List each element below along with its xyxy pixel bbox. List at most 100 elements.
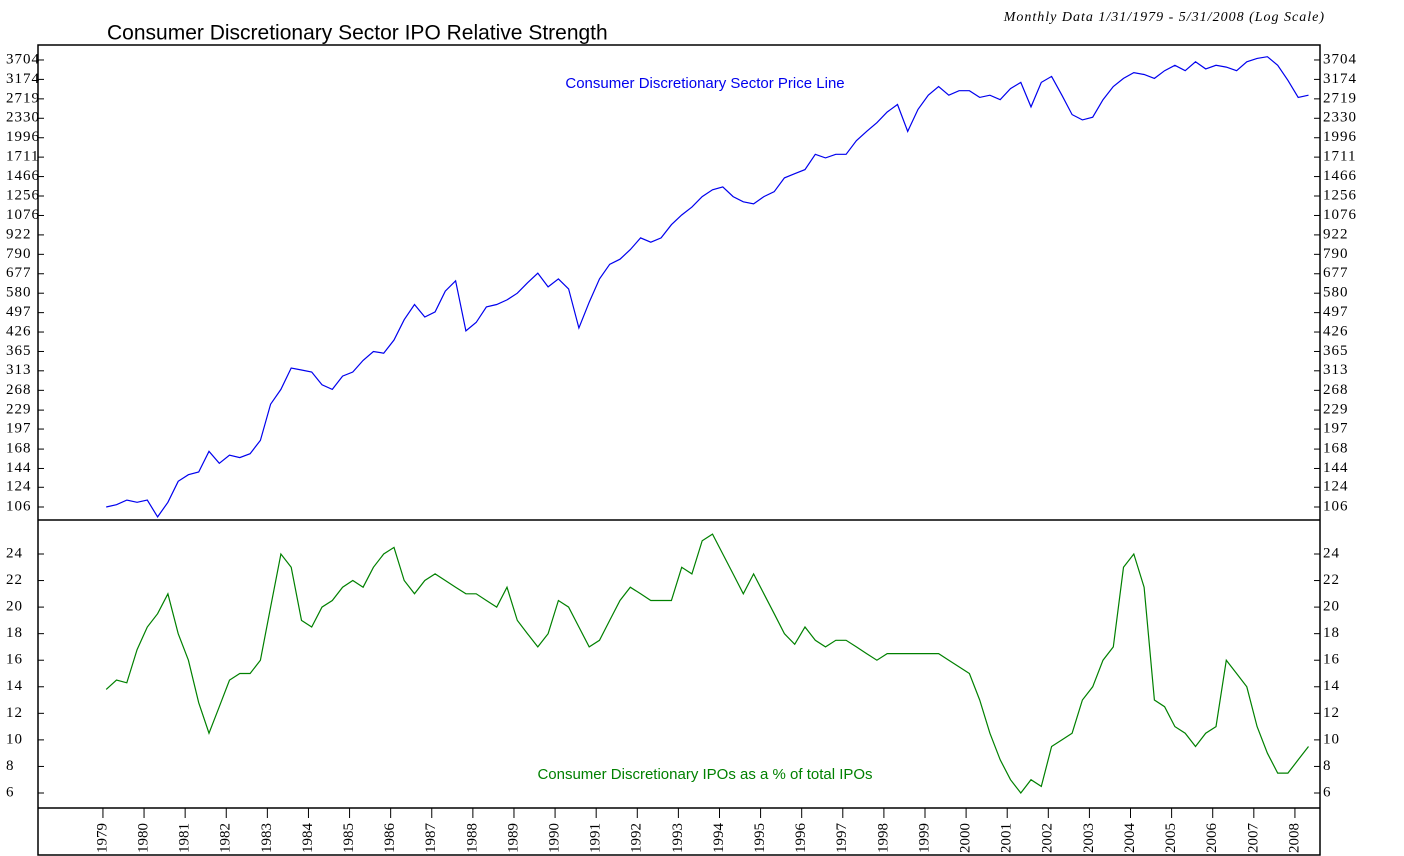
y-tick-label: 12 (6, 705, 23, 721)
x-tick-label: 1996 (793, 823, 809, 854)
y-tick-label: 1711 (6, 149, 39, 165)
y-tick-label: 3174 (6, 71, 40, 87)
series-label: Consumer Discretionary IPOs as a % of to… (537, 766, 872, 783)
x-tick-label: 1992 (629, 823, 645, 853)
y-tick-label-right: 922 (1323, 226, 1349, 242)
chart-title: Consumer Discretionary Sector IPO Relati… (107, 22, 608, 45)
y-tick-label-right: 580 (1323, 285, 1349, 301)
y-tick-label-right: 18 (1323, 625, 1340, 641)
chart-subtitle: Monthly Data 1/31/1979 - 5/31/2008 (Log … (1003, 10, 1325, 25)
y-tick-label: 497 (6, 304, 32, 320)
y-tick-label-right: 20 (1323, 599, 1340, 615)
y-tick-label: 2330 (6, 110, 40, 126)
y-tick-label: 268 (6, 382, 32, 398)
series-line (106, 56, 1309, 518)
x-tick-label: 2002 (1040, 823, 1056, 853)
y-tick-label: 580 (6, 285, 32, 301)
x-tick-label: 1979 (94, 823, 110, 853)
y-tick-label-right: 497 (1323, 304, 1349, 320)
x-tick-label: 1995 (752, 823, 768, 853)
y-tick-label-right: 24 (1323, 545, 1340, 561)
x-tick-label: 1999 (916, 823, 932, 853)
y-tick-label: 8 (6, 758, 15, 774)
x-tick-label: 1994 (711, 823, 727, 854)
x-tick-label: 1998 (875, 823, 891, 853)
y-tick-label: 168 (6, 441, 32, 457)
y-tick-label-right: 1076 (1323, 207, 1357, 223)
y-tick-label: 313 (6, 362, 32, 378)
y-tick-label-right: 426 (1323, 323, 1349, 339)
y-tick-label-right: 8 (1323, 758, 1332, 774)
y-tick-label-right: 790 (1323, 246, 1349, 262)
y-tick-label-right: 106 (1323, 498, 1349, 514)
y-tick-label: 106 (6, 498, 32, 514)
y-tick-label-right: 144 (1323, 460, 1349, 476)
y-tick-label: 197 (6, 420, 32, 436)
x-tick-label: 2004 (1122, 823, 1138, 854)
y-tick-label: 22 (6, 572, 23, 588)
x-tick-label: 1997 (834, 823, 850, 854)
y-tick-label-right: 313 (1323, 362, 1349, 378)
x-tick-label: 1987 (423, 823, 439, 854)
x-tick-label: 2000 (958, 823, 974, 853)
x-tick-label: 1980 (135, 823, 151, 853)
x-tick-label: 2005 (1163, 823, 1179, 853)
x-tick-label: 2008 (1286, 823, 1302, 853)
y-tick-label-right: 197 (1323, 420, 1349, 436)
y-tick-label-right: 2330 (1323, 110, 1357, 126)
y-tick-label-right: 3174 (1323, 71, 1357, 87)
y-tick-label: 2719 (6, 90, 40, 106)
y-tick-label: 14 (6, 678, 23, 694)
y-tick-label: 790 (6, 246, 32, 262)
x-tick-label: 1993 (670, 823, 686, 853)
y-tick-label-right: 6 (1323, 784, 1332, 800)
x-tick-label: 1989 (505, 823, 521, 853)
y-tick-label-right: 12 (1323, 705, 1340, 721)
y-tick-label-right: 124 (1323, 479, 1349, 495)
y-tick-label: 365 (6, 343, 32, 359)
x-tick-label: 2006 (1204, 823, 1220, 854)
y-tick-label-right: 677 (1323, 265, 1349, 281)
y-tick-label-right: 16 (1323, 652, 1340, 668)
y-tick-label: 229 (6, 402, 32, 418)
y-tick-label: 1076 (6, 207, 40, 223)
x-tick-label: 1991 (588, 823, 604, 853)
x-tick-label: 1986 (382, 823, 398, 854)
x-tick-label: 2007 (1245, 823, 1261, 854)
y-tick-label-right: 3704 (1323, 51, 1357, 67)
y-tick-label: 10 (6, 731, 23, 747)
series-label: Consumer Discretionary Sector Price Line (565, 75, 844, 92)
series-line (105, 533, 1309, 794)
x-tick-label: 2001 (999, 823, 1015, 853)
y-tick-label-right: 1466 (1323, 168, 1357, 184)
y-tick-label-right: 22 (1323, 572, 1340, 588)
x-tick-label: 1982 (218, 823, 234, 853)
y-tick-label-right: 229 (1323, 402, 1349, 418)
y-tick-label: 124 (6, 479, 32, 495)
x-tick-label: 1981 (177, 823, 193, 853)
y-tick-label-right: 1996 (1323, 129, 1357, 145)
x-tick-label: 1988 (464, 823, 480, 853)
y-tick-label: 18 (6, 625, 23, 641)
y-tick-label-right: 1711 (1323, 149, 1356, 165)
y-tick-label: 16 (6, 652, 23, 668)
x-tick-label: 2003 (1081, 823, 1097, 853)
y-tick-label: 6 (6, 784, 15, 800)
y-tick-label-right: 1256 (1323, 187, 1357, 203)
y-tick-label: 677 (6, 265, 32, 281)
x-tick-label: 1985 (341, 823, 357, 853)
frame (37, 44, 1321, 856)
y-tick-label: 1466 (6, 168, 40, 184)
y-tick-label: 922 (6, 226, 32, 242)
y-tick-label: 3704 (6, 51, 40, 67)
y-tick-label: 24 (6, 545, 23, 561)
y-tick-label: 426 (6, 323, 32, 339)
y-tick-label-right: 14 (1323, 678, 1340, 694)
y-tick-label: 1996 (6, 129, 40, 145)
x-tick-label: 1983 (259, 823, 275, 853)
y-tick-label: 1256 (6, 187, 40, 203)
y-tick-label-right: 2719 (1323, 90, 1357, 106)
x-tick-label: 1984 (300, 823, 316, 854)
y-tick-label: 20 (6, 599, 23, 615)
